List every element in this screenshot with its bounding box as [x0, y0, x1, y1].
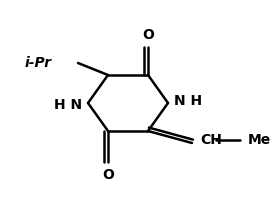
- Text: N H: N H: [174, 94, 202, 108]
- Text: CH: CH: [200, 133, 222, 147]
- Text: i-Pr: i-Pr: [25, 56, 52, 70]
- Text: O: O: [102, 168, 114, 182]
- Text: Me: Me: [248, 133, 271, 147]
- Text: O: O: [142, 28, 154, 42]
- Text: H N: H N: [54, 98, 82, 112]
